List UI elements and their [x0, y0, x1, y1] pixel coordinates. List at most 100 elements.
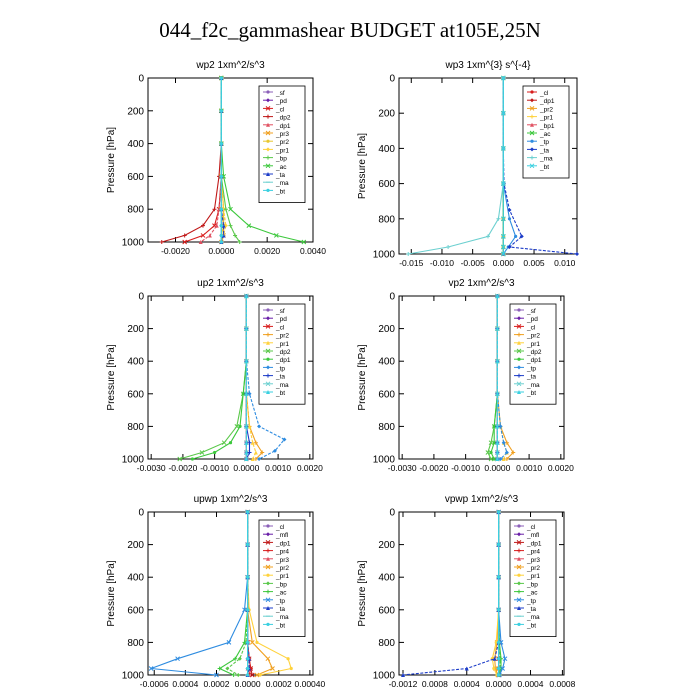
data-point — [494, 640, 498, 645]
data-point — [498, 424, 503, 429]
x-tick-label: -0.0010 — [451, 463, 480, 473]
legend-marker — [266, 390, 270, 394]
legend-marker — [517, 316, 521, 321]
data-point — [497, 673, 501, 677]
data-point — [501, 457, 506, 461]
data-point — [219, 233, 223, 238]
data-point — [511, 450, 516, 455]
data-point — [247, 424, 252, 429]
plot-frame — [147, 77, 314, 243]
legend-label: _dp2 — [275, 115, 291, 122]
data-point — [495, 424, 500, 429]
x-tick-label: -0.015 — [399, 258, 423, 268]
legend-marker — [266, 573, 270, 577]
data-point — [219, 142, 223, 146]
data-point — [159, 240, 164, 244]
legend-label: _dp2 — [526, 349, 542, 356]
legend-marker — [517, 532, 521, 537]
data-point — [214, 672, 219, 678]
data-point — [237, 656, 242, 661]
data-point — [234, 424, 240, 429]
x-tick-label: -0.0006 — [140, 679, 169, 689]
y-tick-label: 1000 — [373, 250, 396, 261]
legend-marker — [516, 564, 522, 570]
data-point — [247, 450, 252, 455]
legend-label: _cl — [275, 324, 285, 331]
legend-label: _pr2 — [526, 333, 540, 340]
legend-label: _ac — [275, 590, 287, 597]
data-point — [257, 424, 262, 429]
y-tick-label: 800 — [378, 214, 395, 225]
data-point — [502, 656, 508, 662]
y-tick-label: 1000 — [373, 455, 396, 466]
legend-marker — [530, 139, 534, 143]
legend-marker — [530, 155, 534, 160]
panel-title: vpwp 1xm^2/s^3 — [445, 494, 519, 505]
legend-marker — [265, 348, 271, 354]
legend-label: _dp1 — [275, 123, 291, 130]
legend-marker — [516, 381, 522, 387]
legend-label: _dp1 — [275, 540, 291, 547]
legend-label: _dp1 — [275, 357, 291, 364]
data-point — [246, 223, 252, 228]
y-axis-label: Pressure [hPa] — [106, 127, 117, 193]
data-point — [250, 440, 255, 445]
legend-marker — [517, 589, 521, 594]
data-point — [273, 233, 279, 238]
legend-marker — [517, 365, 521, 370]
legend-label: _ta — [526, 374, 536, 381]
legend-label: _pd — [526, 316, 538, 323]
y-tick-label: 1000 — [122, 671, 145, 682]
y-tick-label: 400 — [378, 144, 395, 155]
x-tick-label: -0.0020 — [419, 463, 448, 473]
series-line — [184, 78, 222, 243]
legend-marker — [530, 122, 534, 127]
legend-marker — [266, 589, 270, 594]
legend-marker — [266, 308, 270, 312]
legend-label: _ma — [275, 614, 289, 621]
legend-label: _pr1 — [539, 115, 553, 122]
series-line — [161, 78, 222, 243]
data-point — [244, 326, 249, 331]
plot-frame — [147, 295, 314, 460]
y-tick-label: 0 — [138, 292, 144, 303]
y-tick-label: 800 — [127, 205, 144, 216]
legend-label: _bt — [526, 390, 536, 397]
legend-label: _dp1 — [539, 98, 555, 105]
data-point — [282, 437, 287, 442]
panel-title: up2 1xm^2/s^3 — [197, 278, 264, 289]
data-point — [246, 575, 250, 579]
x-tick-label: 0.0040 — [300, 246, 326, 256]
series-line — [487, 296, 498, 460]
y-axis-label: Pressure [hPa] — [357, 560, 368, 626]
legend-label: _sf — [275, 308, 285, 315]
y-tick-label: 1000 — [122, 455, 145, 466]
plot-frame — [147, 511, 314, 676]
legend-label: _bt — [275, 390, 285, 397]
y-tick-label: 200 — [378, 324, 395, 335]
legend-marker — [265, 564, 271, 570]
data-point — [233, 233, 238, 238]
data-point — [253, 450, 258, 455]
legend-label: _pr2 — [275, 565, 289, 572]
legend-marker — [265, 324, 271, 329]
data-point — [249, 672, 255, 678]
legend-label: _pr3 — [275, 557, 289, 564]
data-point — [495, 326, 500, 331]
x-tick-label: 0.010 — [554, 258, 576, 268]
data-point — [495, 450, 500, 455]
data-point — [247, 391, 252, 396]
legend-marker — [516, 348, 522, 354]
data-point — [495, 440, 500, 445]
x-tick-label: 0.0004 — [454, 679, 480, 689]
legend-label: _pr1 — [275, 573, 289, 580]
x-tick-label: 0.0000 — [208, 246, 234, 256]
legend-marker — [266, 340, 270, 345]
legend-label: _ma — [526, 382, 540, 389]
data-point — [228, 206, 233, 212]
data-point — [504, 450, 509, 455]
y-tick-label: 800 — [127, 638, 144, 649]
data-point — [190, 457, 195, 461]
data-point — [497, 510, 501, 514]
